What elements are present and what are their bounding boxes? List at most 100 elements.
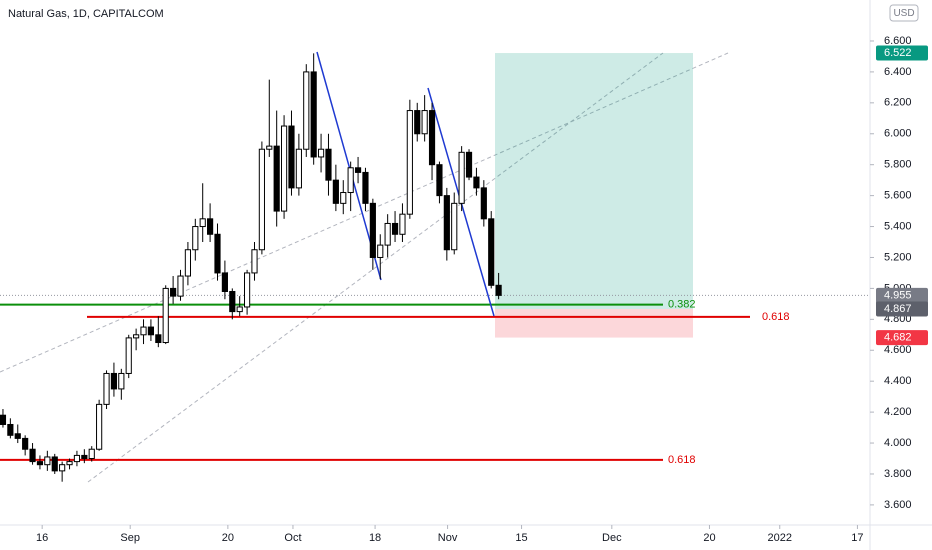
candle-body [428, 110, 436, 166]
y-tick-label: 3.800 [884, 468, 912, 480]
candle-body [280, 125, 288, 212]
candle-body [443, 195, 450, 251]
candle-body [110, 372, 118, 390]
candle-body [125, 337, 132, 374]
y-tick-label: 5.600 [884, 190, 912, 202]
fib-label: 0.618 [762, 311, 790, 323]
candle-body [384, 222, 391, 246]
candle-body [162, 287, 169, 344]
price-tag [876, 301, 928, 317]
target-zone [495, 53, 693, 309]
fib-label: 0.382 [668, 299, 696, 311]
candle-body [488, 218, 495, 286]
currency-box[interactable] [889, 4, 919, 22]
y-tick-label: 4.000 [884, 437, 912, 449]
candle-body [458, 151, 465, 204]
candle-body [0, 414, 7, 425]
y-tick-label: 6.200 [884, 97, 912, 109]
y-tick-label: 5.200 [884, 251, 912, 263]
candle-body [406, 110, 413, 215]
candle-body [36, 461, 44, 466]
candle-body [421, 110, 428, 135]
chart-title: Natural Gas, 1D, CAPITALCOM [8, 8, 164, 20]
y-tick-label: 6.600 [884, 35, 912, 47]
candle-body [465, 151, 473, 178]
candle-body [29, 448, 36, 463]
candle-body [340, 192, 347, 204]
candle-body [177, 275, 184, 297]
plot-area: 0.382 0.618 0.618 [0, 51, 870, 483]
candle-body [96, 403, 103, 450]
x-tick-label: 20 [703, 532, 715, 544]
candle-body [88, 448, 95, 460]
y-tick-label: 5.400 [884, 220, 912, 232]
candle-body [147, 326, 155, 336]
candle-body [310, 71, 317, 158]
y-tick-label: 4.600 [884, 344, 912, 356]
candle-body [133, 334, 140, 339]
x-tick-label: Oct [284, 532, 301, 544]
candle-body [207, 218, 214, 235]
x-tick-label: 20 [222, 532, 234, 544]
candle-body [140, 326, 147, 336]
currency[interactable]: USD [893, 8, 914, 19]
candle-body [273, 145, 280, 212]
candle-body [214, 233, 221, 274]
x-tick-label: 17 [851, 532, 863, 544]
x-tick-label: Dec [602, 532, 622, 544]
price-tag-label: 6.522 [884, 47, 912, 59]
candle-body [221, 272, 228, 292]
price-tag-label: 4.682 [884, 331, 912, 343]
candle-body [354, 167, 362, 173]
price-tag [876, 330, 928, 346]
candle-body [266, 145, 273, 150]
candle-body [81, 454, 88, 460]
candle-body [369, 202, 376, 258]
candle-body [258, 148, 265, 251]
candle-body [66, 461, 73, 466]
x-tick-label: 16 [36, 532, 48, 544]
candle-body [103, 372, 110, 405]
candle-body [436, 164, 443, 197]
candle-body [59, 464, 66, 472]
candle-body [22, 437, 29, 450]
x-tick-label: Nov [438, 532, 458, 544]
candle-body [244, 272, 251, 308]
candle-body [251, 249, 258, 274]
candle-body [480, 187, 487, 220]
candle-body [155, 334, 162, 344]
x-tick-label: Sep [120, 532, 140, 544]
channel-line [87, 52, 664, 483]
candle-body [332, 179, 339, 204]
candle-body [118, 372, 125, 390]
price-tag-label: 4.955 [884, 289, 912, 301]
candle-body [192, 226, 199, 251]
candle-body [199, 218, 206, 228]
candle-body [288, 125, 295, 189]
candle-body [362, 171, 369, 204]
candle-body [399, 213, 406, 235]
candle-body [73, 454, 81, 463]
y-tick-label: 3.600 [884, 499, 912, 511]
stop-zone [495, 308, 693, 338]
candle-body [317, 148, 325, 158]
y-tick-label: 4.200 [884, 406, 912, 418]
candle-body [51, 456, 58, 472]
candle-body [325, 148, 332, 181]
y-tick-label: 6.000 [884, 128, 912, 140]
candle-body [44, 456, 51, 466]
price-tag-label: 4.867 [884, 303, 912, 315]
x-tick-label: 18 [369, 532, 381, 544]
candle-body [229, 290, 236, 313]
candle-body [295, 148, 302, 189]
candle-body [7, 423, 14, 436]
candle-body [170, 287, 177, 297]
candle-body [236, 306, 243, 313]
candle-body [184, 249, 191, 277]
y-tick-label: 6.400 [884, 66, 912, 78]
y-tick-label: 5.800 [884, 159, 912, 171]
y-tick-label: 4.400 [884, 375, 912, 387]
candle-body [414, 110, 421, 135]
candle-body [391, 222, 399, 235]
